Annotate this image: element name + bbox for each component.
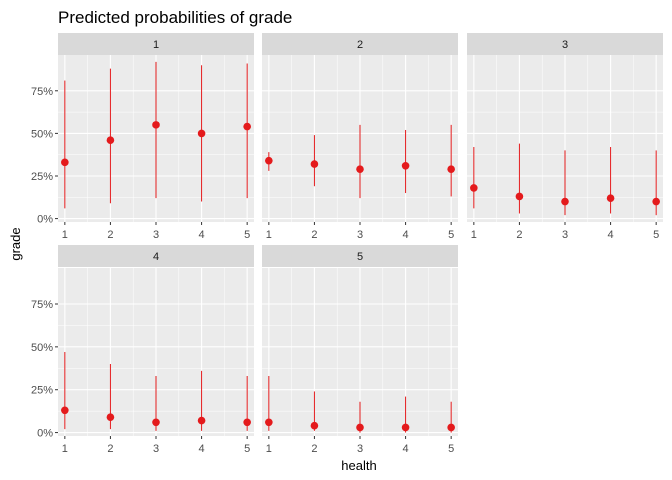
x-tick-label: 5 bbox=[653, 229, 659, 241]
data-point bbox=[106, 413, 115, 421]
facet-panel-5: 5 1 2 3 4 5 bbox=[262, 245, 458, 455]
facet-panel-2: 2 1 2 3 4 5 bbox=[262, 33, 458, 241]
x-tick-label: 3 bbox=[357, 443, 363, 455]
x-tick-label: 3 bbox=[357, 229, 363, 241]
x-tick-label: 4 bbox=[403, 443, 409, 455]
data-point bbox=[606, 194, 615, 202]
facet-strip bbox=[58, 245, 254, 267]
data-point bbox=[515, 192, 524, 201]
data-point bbox=[197, 129, 206, 138]
x-axis-title: health bbox=[341, 458, 376, 473]
y-axis-title: grade bbox=[8, 227, 23, 260]
y-tick-label: 25% bbox=[31, 385, 53, 397]
x-tick-label: 2 bbox=[311, 229, 317, 241]
y-tick-label: 50% bbox=[31, 128, 53, 140]
facet-strip bbox=[262, 245, 458, 267]
data-point bbox=[243, 418, 251, 427]
data-point bbox=[310, 421, 319, 430]
y-tick-label: 0% bbox=[37, 428, 53, 440]
facet-strip bbox=[467, 33, 663, 55]
facet-grid: 11 2 3 4 50%25%50%75%21 2 3 4 531 2 3 4 541 2 3 4 50%25%… bbox=[31, 33, 663, 455]
x-tick-label: 3 bbox=[562, 229, 568, 241]
facet-strip-label: 3 bbox=[562, 39, 568, 51]
data-point bbox=[356, 165, 364, 173]
facet-strip-label: 1 bbox=[153, 39, 159, 51]
x-tick-label: 1 bbox=[266, 229, 272, 241]
data-point bbox=[265, 156, 273, 165]
y-tick-label: 0% bbox=[37, 214, 53, 226]
data-point bbox=[652, 197, 660, 206]
y-tick-label: 25% bbox=[31, 171, 53, 183]
data-point bbox=[61, 158, 69, 167]
data-point bbox=[152, 121, 160, 129]
data-point bbox=[401, 423, 410, 432]
data-point bbox=[561, 197, 569, 206]
x-tick-label: 4 bbox=[608, 229, 614, 241]
x-tick-label: 5 bbox=[244, 229, 250, 241]
facet-panel-3: 3 1 2 3 4 5 bbox=[467, 33, 663, 241]
x-tick-label: 4 bbox=[199, 443, 205, 455]
data-point bbox=[152, 418, 160, 427]
x-tick-label: 2 bbox=[516, 229, 522, 241]
data-point bbox=[310, 160, 319, 168]
x-tick-label: 1 bbox=[62, 443, 68, 455]
y-tick-label: 50% bbox=[31, 342, 53, 354]
data-point bbox=[197, 416, 206, 425]
x-tick-label: 5 bbox=[448, 229, 454, 241]
data-point bbox=[243, 122, 251, 131]
data-point bbox=[447, 165, 455, 173]
data-point bbox=[401, 161, 410, 170]
facet-strip bbox=[58, 33, 254, 55]
facet-strip-label: 5 bbox=[357, 251, 363, 263]
x-tick-label: 5 bbox=[448, 443, 454, 455]
y-tick-label: 75% bbox=[31, 86, 53, 98]
facet-strip-label: 4 bbox=[153, 251, 159, 263]
data-point bbox=[106, 136, 115, 145]
x-tick-label: 1 bbox=[471, 229, 477, 241]
data-point bbox=[447, 423, 455, 432]
x-tick-label: 3 bbox=[153, 443, 159, 455]
data-point bbox=[61, 406, 69, 415]
data-point bbox=[356, 423, 364, 432]
facet-panel-1: 11 2 3 4 50%25%50%75% bbox=[31, 33, 254, 241]
x-tick-label: 4 bbox=[403, 229, 409, 241]
x-tick-label: 2 bbox=[311, 443, 317, 455]
facet-strip bbox=[262, 33, 458, 55]
x-tick-label: 5 bbox=[244, 443, 250, 455]
y-tick-label: 75% bbox=[31, 299, 53, 311]
x-tick-label: 1 bbox=[266, 443, 272, 455]
data-point bbox=[265, 418, 273, 427]
x-tick-label: 2 bbox=[107, 229, 113, 241]
facet-panel-4: 41 2 3 4 50%25%50%75% bbox=[31, 245, 254, 455]
data-point bbox=[470, 184, 478, 192]
chart-title: Predicted probabilities of grade bbox=[58, 8, 292, 27]
x-tick-label: 4 bbox=[199, 229, 205, 241]
x-tick-label: 1 bbox=[62, 229, 68, 241]
facet-strip-label: 2 bbox=[357, 39, 363, 51]
x-tick-label: 3 bbox=[153, 229, 159, 241]
x-tick-label: 2 bbox=[107, 443, 113, 455]
